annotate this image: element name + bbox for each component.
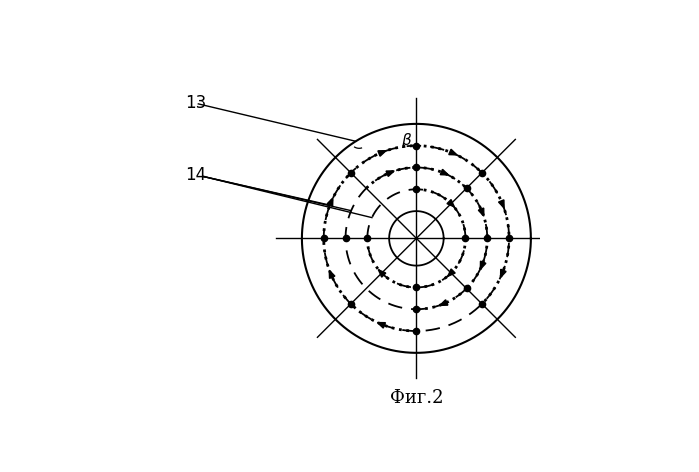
Polygon shape [478, 208, 484, 216]
Polygon shape [378, 270, 386, 277]
Polygon shape [447, 200, 454, 207]
Polygon shape [329, 270, 335, 278]
Polygon shape [448, 269, 455, 276]
Polygon shape [327, 198, 333, 206]
Polygon shape [498, 200, 504, 208]
Text: Фиг.2: Фиг.2 [389, 389, 443, 407]
Text: 13: 13 [186, 94, 207, 112]
Polygon shape [440, 169, 448, 175]
Polygon shape [500, 270, 506, 278]
Polygon shape [480, 261, 486, 269]
Polygon shape [449, 149, 457, 155]
Text: β: β [401, 133, 410, 148]
Text: 14: 14 [186, 167, 207, 185]
Polygon shape [386, 171, 394, 177]
Polygon shape [440, 300, 448, 305]
Polygon shape [377, 322, 385, 328]
Polygon shape [378, 151, 386, 156]
